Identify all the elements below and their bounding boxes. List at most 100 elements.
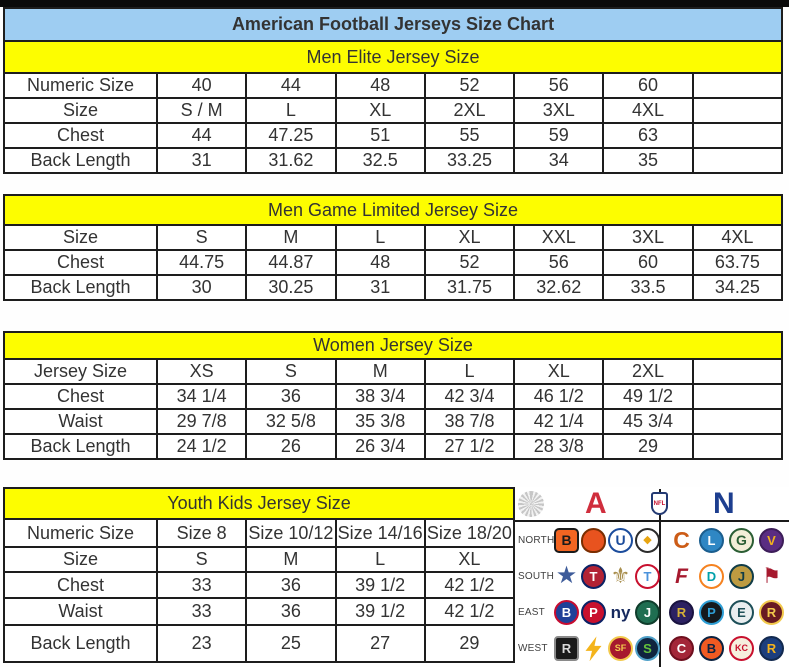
chiefs-icon: KC xyxy=(729,636,754,662)
division-label: SOUTH xyxy=(518,570,554,582)
value-cell: 27 1/2 xyxy=(423,433,516,460)
table-row: Waist 33 36 39 1/2 42 1/2 xyxy=(3,597,516,626)
youth-kids-section-title: Youth Kids Jersey Size xyxy=(3,487,515,520)
bears-icon: C xyxy=(673,526,690,553)
saints-fleur-icon: ⚜ xyxy=(610,563,631,589)
afc-logo-group: R SF S xyxy=(554,636,660,662)
value-cell xyxy=(691,358,784,385)
value-cell: 25 xyxy=(245,624,337,663)
value-cell: 33.25 xyxy=(423,147,516,174)
ravens-icon: R xyxy=(669,600,694,626)
value-cell: 52 xyxy=(423,249,516,276)
value-cell: 56 xyxy=(513,249,605,276)
row-header-cell: Waist xyxy=(3,408,158,435)
afc-logo-group: ★ T ⚜ T xyxy=(554,563,660,589)
value-cell xyxy=(691,72,784,99)
value-cell: 34.25 xyxy=(691,274,784,301)
falcons-icon: F xyxy=(675,564,688,588)
value-cell: 40 xyxy=(155,72,248,99)
value-cell xyxy=(691,433,784,460)
starburst-icon xyxy=(518,491,544,517)
value-cell: L xyxy=(245,97,337,124)
value-cell: Size 14/16 xyxy=(334,518,426,548)
value-cell: 44.87 xyxy=(245,249,337,276)
value-cell: 31.62 xyxy=(245,147,337,174)
value-cell: 29 7/8 xyxy=(155,408,248,435)
jets-icon: J xyxy=(635,600,660,626)
value-cell: XL xyxy=(423,546,516,573)
row-header-cell: Waist xyxy=(3,597,158,626)
value-cell: 34 xyxy=(513,147,605,174)
value-cell xyxy=(691,97,784,124)
value-cell: XL xyxy=(513,358,605,385)
rams-icon: R xyxy=(759,636,784,662)
division-label: NORTH xyxy=(518,534,555,546)
row-header-cell: Back Length xyxy=(3,147,158,174)
value-cell: 36 xyxy=(245,597,337,626)
row-header-cell: Size xyxy=(3,546,158,573)
value-cell: 27 xyxy=(334,624,426,663)
eagles-icon: E xyxy=(729,600,754,626)
value-cell: L xyxy=(423,358,516,385)
browns-helmet-icon xyxy=(581,527,606,553)
afc-logo-group: B U ◆ xyxy=(554,527,660,553)
value-cell: 31.75 xyxy=(423,274,516,301)
value-cell: S xyxy=(245,358,337,385)
table-row: Size S M L XL XXL 3XL 4XL xyxy=(3,224,784,251)
row-header-cell: Numeric Size xyxy=(3,72,158,99)
table-row: Waist 29 7/8 32 5/8 35 3/8 38 7/8 42 1/4 45 3/… xyxy=(3,408,784,435)
division-label: WEST xyxy=(518,643,548,655)
value-cell: 32.62 xyxy=(513,274,605,301)
packers-icon: G xyxy=(729,527,754,553)
giants-ny-icon: ny xyxy=(610,603,631,623)
division-label: EAST xyxy=(518,607,545,619)
value-cell: 45 3/4 xyxy=(602,408,694,435)
top-border-bar xyxy=(0,0,789,7)
row-header-cell: Chest xyxy=(3,122,158,149)
table-row: Size S / M L XL 2XL 3XL 4XL xyxy=(3,97,784,124)
raiders-shield-icon: R xyxy=(554,636,579,662)
row-header-cell: Back Length xyxy=(3,433,158,460)
colts-horseshoe-icon: U xyxy=(608,527,633,553)
value-cell: 42 3/4 xyxy=(423,383,516,410)
value-cell: 32.5 xyxy=(334,147,426,174)
cardinals-icon: C xyxy=(669,636,694,662)
lions-icon: L xyxy=(699,527,724,553)
bills-icon: B xyxy=(554,600,579,626)
value-cell: 26 3/4 xyxy=(334,433,426,460)
value-cell: 3XL xyxy=(602,224,694,251)
nfc-logo-group: C B KC R xyxy=(669,636,784,662)
value-cell: 51 xyxy=(334,122,426,149)
value-cell: 29 xyxy=(423,624,516,663)
value-cell: 38 7/8 xyxy=(423,408,516,435)
texans-icon: T xyxy=(581,563,606,589)
value-cell: 63 xyxy=(602,122,694,149)
table-row: Chest 44 47.25 51 55 59 63 xyxy=(3,122,784,149)
jaguars-icon: J xyxy=(729,563,754,589)
value-cell: 28 3/8 xyxy=(513,433,605,460)
table-row: Back Length 23 25 27 29 xyxy=(3,624,516,663)
value-cell: 39 1/2 xyxy=(334,571,426,599)
panthers-icon: P xyxy=(699,600,724,626)
value-cell: 36 xyxy=(245,383,337,410)
steelers-icon: ◆ xyxy=(635,527,660,553)
value-cell: 30 xyxy=(155,274,248,301)
value-cell: 47.25 xyxy=(245,122,337,149)
value-cell: 56 xyxy=(513,72,605,99)
value-cell: 32 5/8 xyxy=(245,408,337,435)
table-row: Numeric Size 40 44 48 52 56 60 xyxy=(3,72,784,99)
redskins-icon: R xyxy=(759,600,784,626)
value-cell: S xyxy=(155,546,248,573)
section-title-row: Men Game Limited Jersey Size xyxy=(3,194,783,226)
value-cell: 36 xyxy=(245,571,337,599)
value-cell: 42 1/2 xyxy=(423,597,516,626)
value-cell: 3XL xyxy=(513,97,605,124)
table-row: Size S M L XL xyxy=(3,546,516,573)
row-header-cell: Chest xyxy=(3,383,158,410)
value-cell: 48 xyxy=(334,249,426,276)
value-cell: 4XL xyxy=(691,224,784,251)
